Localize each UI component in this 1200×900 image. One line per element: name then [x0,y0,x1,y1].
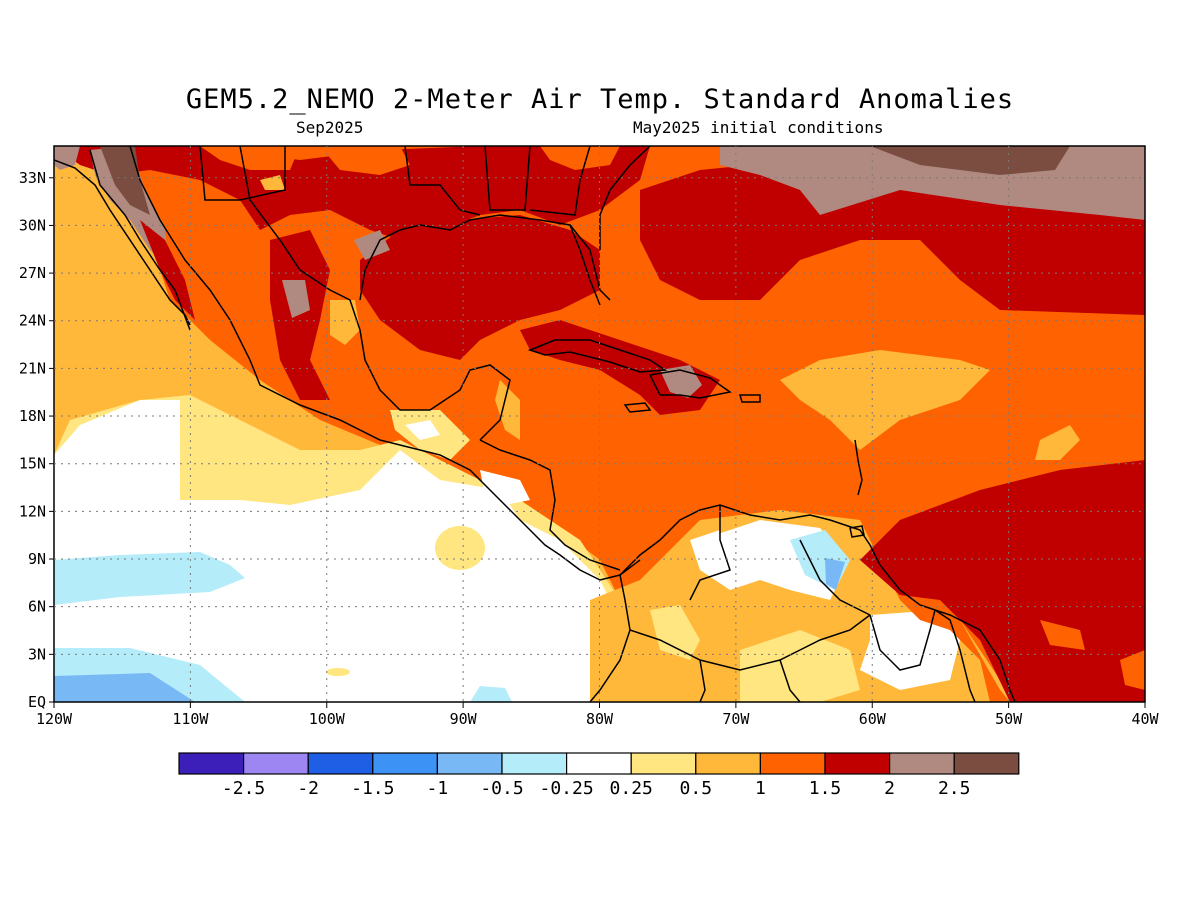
lat-tick-label: 24N [19,312,46,330]
map-axes: 120W 110W 100W 90W 80W 70W 60W 50W 40W EQ 3N 6N 9N 12… [19,169,1160,728]
colorbar-swatch [953,752,1020,775]
colorbar-swatch [307,752,374,775]
colorbar-label: 1 [755,778,766,799]
colorbar-swatch [824,752,891,775]
lat-tick-label: 12N [19,502,46,520]
colorbar-swatch [372,752,438,775]
valid-month: Sep2025 [296,118,364,137]
lat-tick-label: 6N [28,598,46,616]
colorbar-label: -0.25 [540,778,594,799]
colorbar-swatch [630,752,697,775]
lon-tick-label: 50W [995,710,1023,728]
colorbar-label: -0.5 [480,778,523,799]
colorbar-swatch [759,752,826,775]
colorbar-swatch [695,752,761,775]
colorbar-label: 0.5 [680,778,713,799]
lat-tick-label: 18N [19,407,46,425]
colorbar-swatch [888,752,955,775]
anomaly-field [54,146,1145,702]
lat-tick-label: 30N [19,216,46,234]
lon-tick-label: 80W [586,710,614,728]
coastlines [54,146,1016,702]
lat-tick-label: 27N [19,264,46,282]
colorbar: -2.5 -2 -1.5 -1 -0.5 -0.25 0.25 0.5 1 1.5 2 2.5 [178,752,1020,799]
colorbar-swatch [565,752,632,775]
lat-tick-label: EQ [28,693,46,711]
lat-tick-label: 21N [19,359,46,377]
colorbar-label: 1.5 [809,778,842,799]
lon-tick-label: 40W [1131,710,1159,728]
colorbar-label: 0.25 [610,778,653,799]
lat-tick-label: 3N [28,645,46,663]
lat-tick-label: 9N [28,550,46,568]
lon-tick-label: 70W [722,710,750,728]
lon-tick-label: 60W [859,710,887,728]
colorbar-label: 2 [884,778,895,799]
colorbar-swatch [436,752,503,775]
colorbar-label: -1 [427,778,449,799]
colorbar-label: 2.5 [938,778,971,799]
map-title: GEM5.2_NEMO 2-Meter Air Temp. Standard A… [185,84,1015,115]
init-conditions: May2025 initial conditions [633,118,884,137]
colorbar-swatch [178,752,245,775]
lat-tick-label: 15N [19,455,46,473]
lon-tick-label: 110W [172,710,209,728]
colorbar-swatch [501,752,568,775]
colorbar-label: -2.5 [222,778,265,799]
gridlines [54,146,1145,702]
lon-tick-label: 120W [36,710,73,728]
colorbar-swatch [243,752,309,775]
colorbar-label: -2 [297,778,319,799]
lat-tick-label: 33N [19,169,46,187]
colorbar-label: -1.5 [351,778,394,799]
lon-tick-label: 100W [309,710,346,728]
lon-tick-label: 90W [450,710,478,728]
